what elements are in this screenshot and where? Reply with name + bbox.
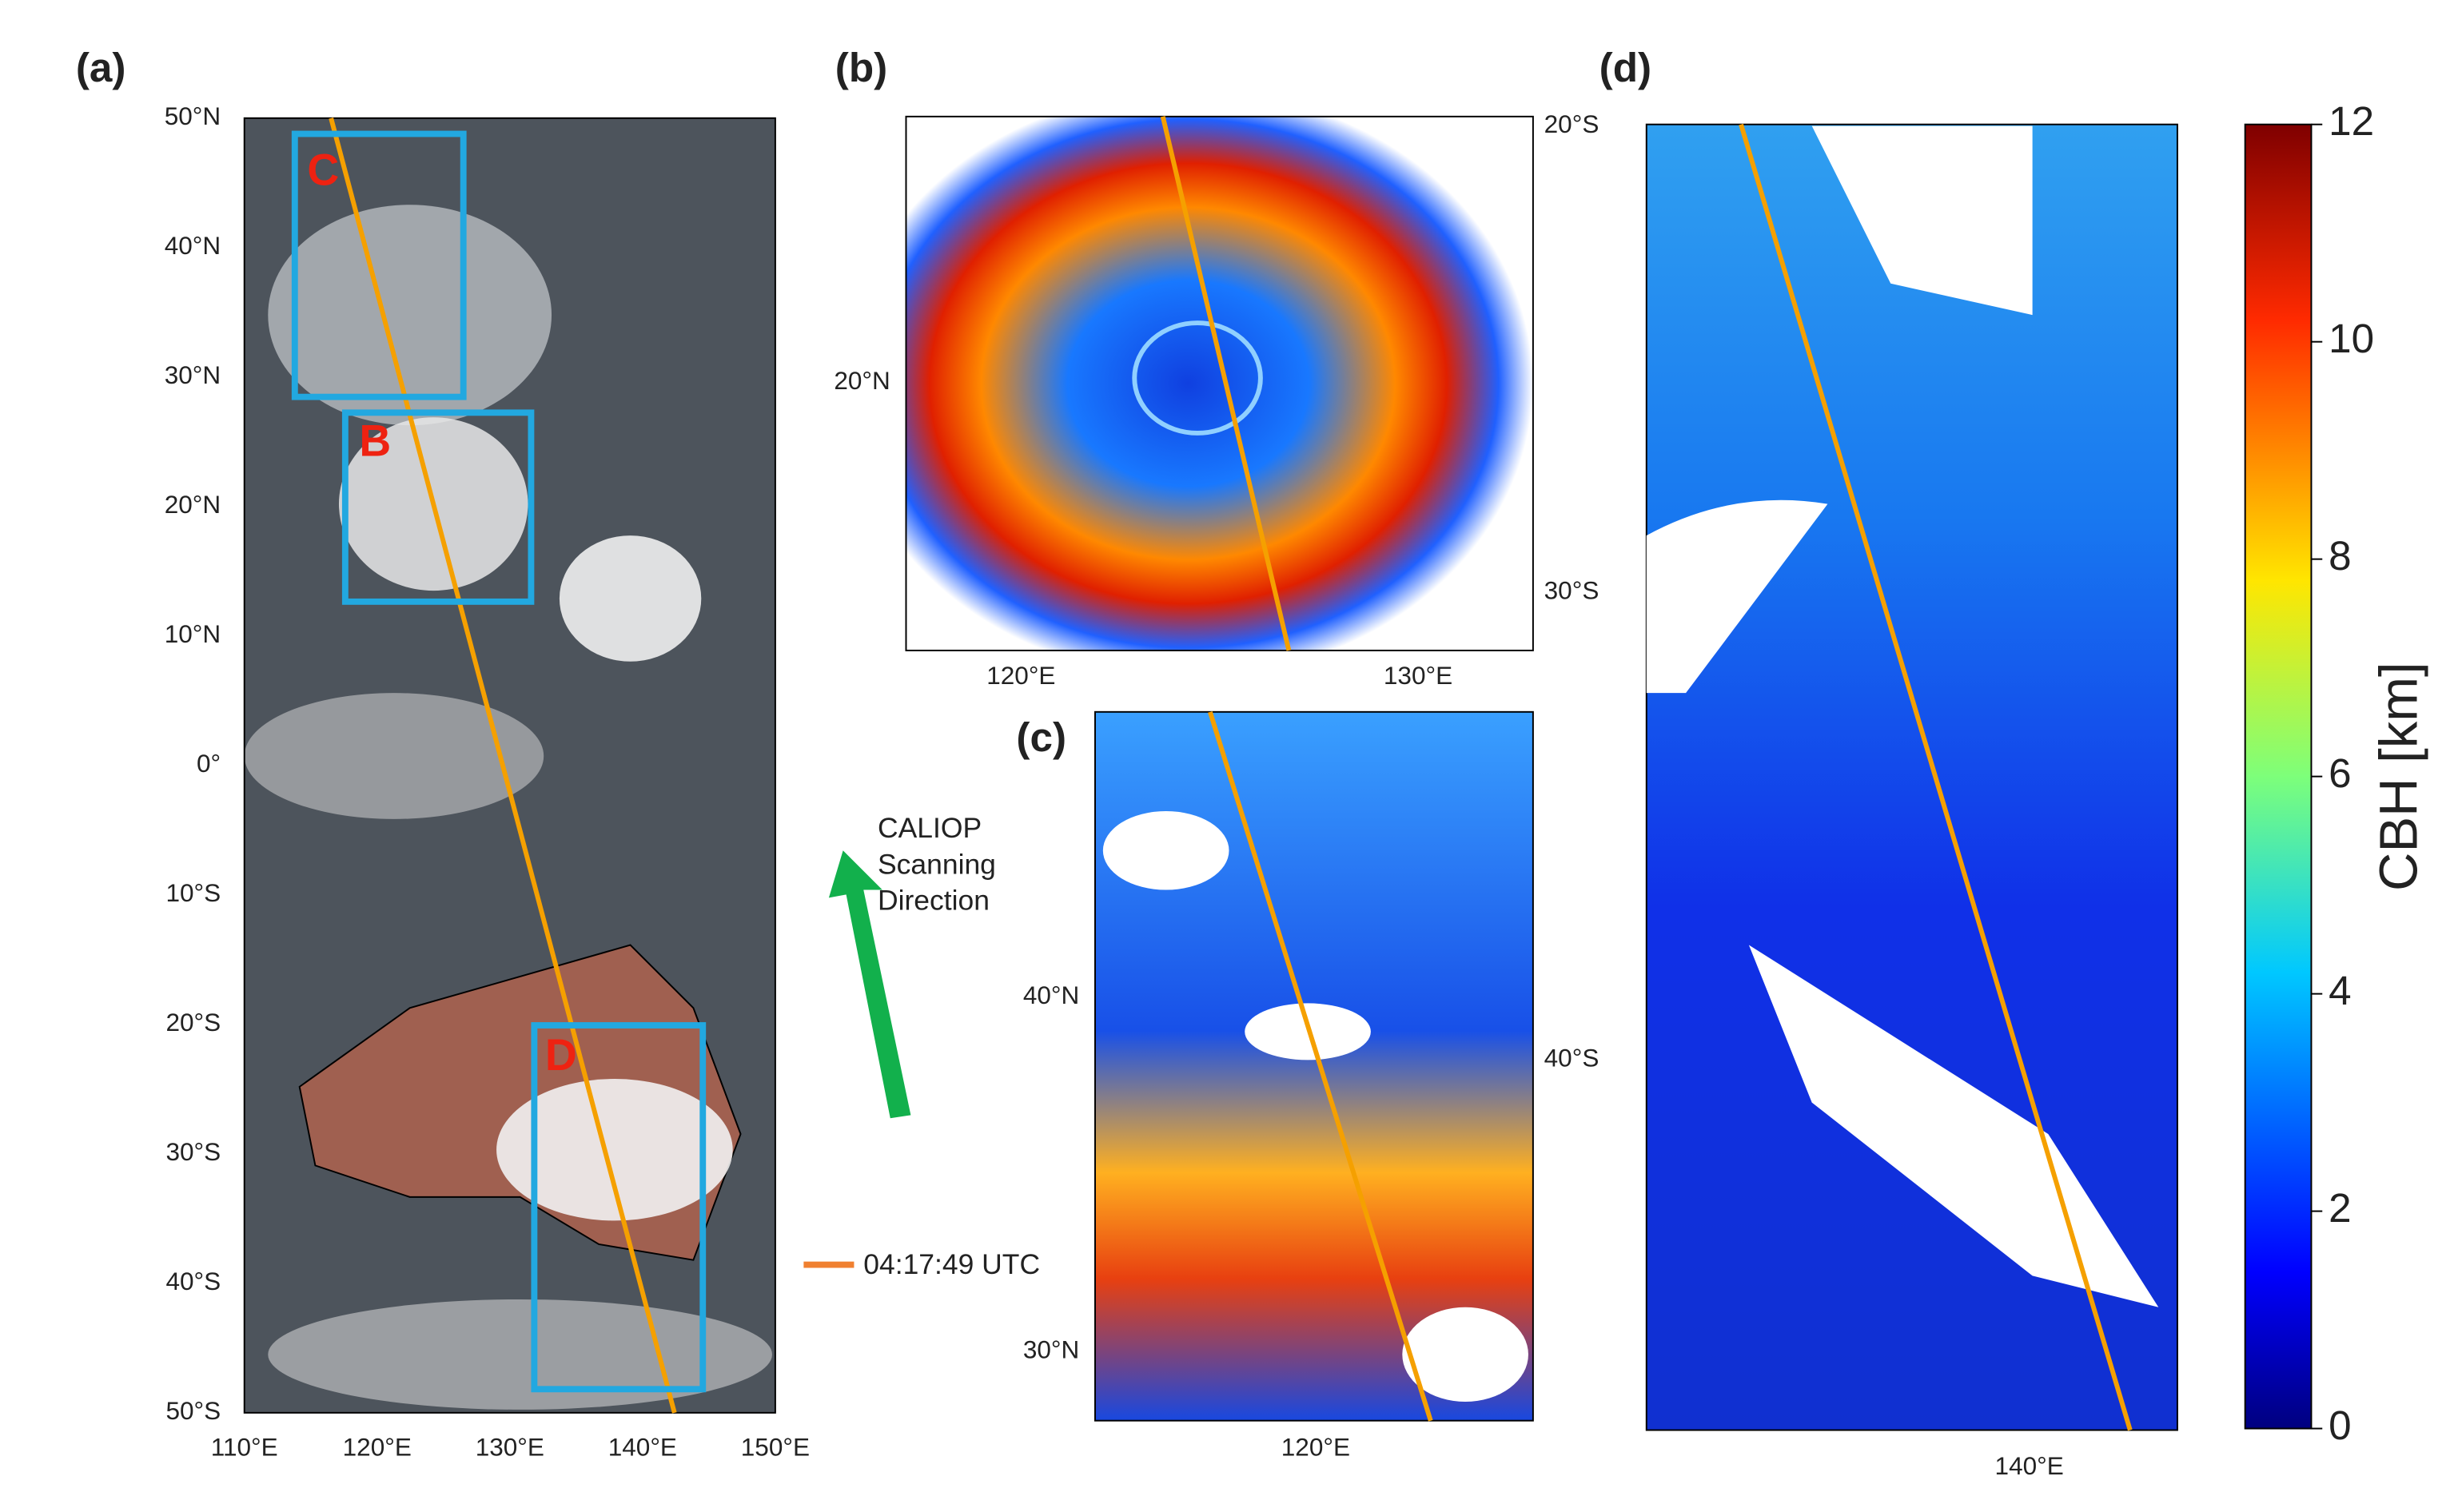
panel-label: (b): [835, 45, 887, 90]
cloud: [559, 535, 702, 662]
colorbar-tick-label: 4: [2329, 968, 2352, 1013]
y-tick-label: 30°S: [1544, 575, 1599, 604]
x-tick-label: 120°E: [986, 661, 1055, 690]
x-tick-label: 130°E: [1384, 661, 1452, 690]
track: [1739, 123, 2133, 1431]
cbh-map: [905, 115, 1534, 651]
y-tick-label: 10°S: [165, 878, 221, 907]
y-tick-label: 20°N: [165, 490, 221, 519]
panel-d: (d): [1599, 45, 2178, 1431]
colorbar-tick-label: 6: [2329, 750, 2352, 796]
x-tick-label: 110°E: [211, 1432, 278, 1461]
arrow-label: Direction: [878, 885, 990, 917]
x-tick-label: 120°E: [343, 1432, 412, 1461]
y-tick-label: 10°N: [165, 619, 221, 648]
box: [531, 1022, 707, 1393]
scan-arrow: [828, 850, 911, 1119]
track: [1160, 116, 1292, 651]
cloud: [244, 693, 544, 819]
eye: [1132, 320, 1263, 436]
cloud: [268, 1299, 772, 1410]
clear-sky: [1748, 945, 2159, 1307]
y-tick-label: 30°S: [165, 1137, 221, 1166]
box: [291, 130, 467, 400]
clear-sky: [1402, 1307, 1528, 1403]
clear-sky: [1811, 125, 2033, 316]
x-tick-label: 140°E: [608, 1432, 677, 1461]
y-tick-label: 50°N: [165, 101, 221, 130]
x-tick-label: 130°E: [476, 1432, 544, 1461]
colorbar-tick-label: 0: [2329, 1403, 2352, 1448]
colorbar-tick-label: 12: [2329, 98, 2374, 144]
colorbar-label: CBH [km]: [2368, 662, 2428, 891]
colorbar-tick-label: 2: [2329, 1185, 2352, 1231]
y-tick-label: 20°N: [834, 366, 890, 395]
arrow-label: CALIOP: [878, 812, 982, 844]
legend-label: 04:17:49 UTC: [863, 1248, 1040, 1280]
box-label: B: [359, 416, 391, 465]
box-label: C: [307, 145, 339, 194]
x-tick-label: 150°E: [741, 1432, 810, 1461]
panel-label: (a): [76, 45, 126, 90]
panel-c: (c): [1016, 710, 1534, 1422]
panel-label: (d): [1599, 45, 1651, 90]
y-tick-label: 20°S: [1544, 109, 1599, 138]
y-tick-label: 40°S: [1544, 1044, 1599, 1072]
y-tick-label: 0°: [197, 749, 221, 778]
y-tick-label: 20°S: [165, 1008, 221, 1037]
track: [1208, 710, 1433, 1422]
x-tick-label: 120°E: [1281, 1432, 1350, 1461]
x-tick-label: 140°E: [1995, 1451, 2064, 1480]
colorbar-tick-label: 8: [2329, 533, 2352, 579]
box: [341, 409, 535, 605]
y-tick-label: 40°N: [1023, 981, 1079, 1009]
y-tick-label: 40°S: [165, 1267, 221, 1295]
y-tick-label: 50°S: [165, 1396, 221, 1425]
track: [329, 117, 677, 1414]
clear-sky: [1102, 810, 1229, 890]
panel-a: C B D (a): [76, 45, 776, 1414]
colorbar-tick-label: 10: [2329, 316, 2374, 361]
panel-label: (c): [1016, 714, 1066, 760]
colorbar: [2244, 123, 2313, 1430]
y-tick-label: 30°N: [1023, 1335, 1079, 1363]
y-tick-label: 40°N: [165, 231, 221, 260]
panel-b: (b): [835, 45, 1534, 651]
box-label: D: [545, 1030, 577, 1080]
cloud: [268, 205, 552, 426]
arrow-label: Scanning: [878, 848, 996, 880]
cloud: [496, 1079, 733, 1221]
frame: [243, 117, 776, 1414]
clear-sky: [1646, 499, 1828, 694]
y-tick-label: 30°N: [165, 360, 221, 389]
